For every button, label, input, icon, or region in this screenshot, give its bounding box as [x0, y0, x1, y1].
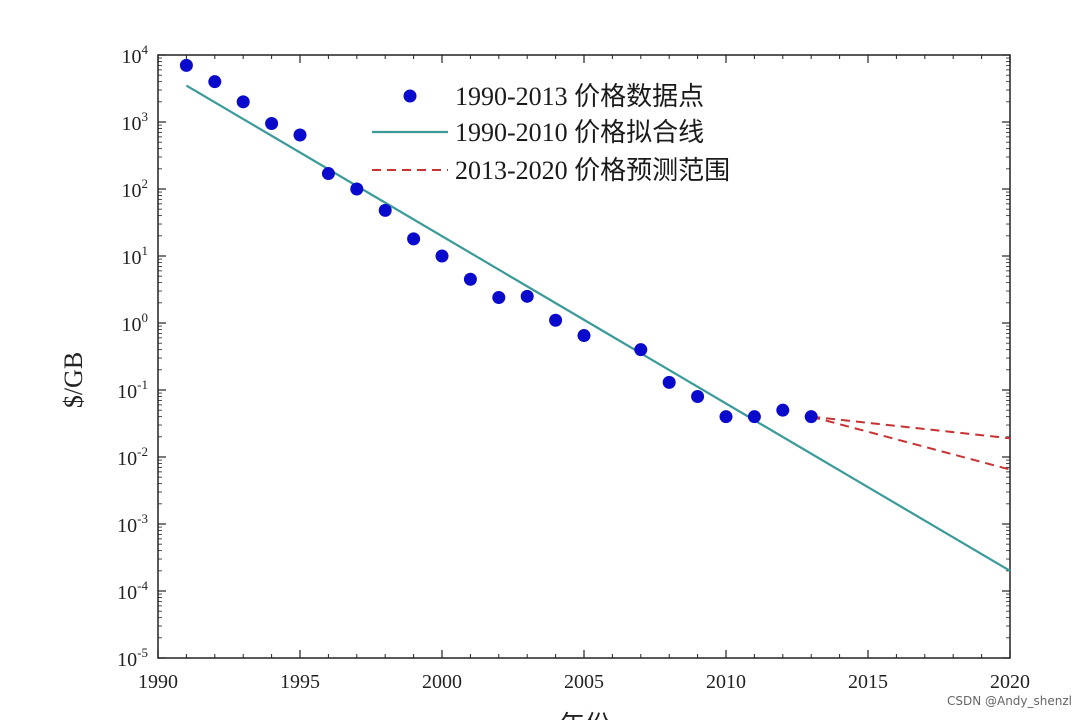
y-tick-label: 101	[122, 243, 149, 269]
data-point	[236, 95, 250, 109]
data-point	[804, 410, 818, 424]
data-point	[208, 75, 222, 89]
fit-line	[185, 84, 1011, 572]
legend-label-points: 1990-2013 价格数据点	[455, 82, 704, 111]
data-point	[407, 232, 421, 246]
data-point	[691, 389, 705, 403]
legend-marker-points	[403, 89, 417, 103]
x-tick-label: 2005	[564, 671, 604, 693]
data-point	[634, 343, 648, 357]
data-point	[719, 410, 733, 424]
legend-label-prediction: 2013-2020 价格预测范围	[455, 156, 730, 185]
data-point	[321, 167, 335, 181]
data-layer	[179, 58, 1011, 572]
y-tick-label: 104	[122, 42, 149, 68]
data-point	[378, 203, 392, 217]
y-tick-label: 10-2	[117, 444, 148, 470]
data-point	[293, 128, 307, 142]
data-point	[577, 329, 591, 343]
data-point	[350, 182, 364, 196]
data-point	[549, 313, 563, 327]
x-tick-label: 2015	[848, 671, 888, 693]
y-axis-title: $/GB	[59, 352, 88, 408]
y-tick-label: 10-5	[117, 645, 148, 671]
data-point	[776, 403, 790, 417]
y-tick-label: 10-1	[117, 377, 148, 403]
y-tick-label: 10-4	[117, 578, 148, 604]
data-point	[435, 249, 449, 263]
prediction-line-1	[811, 415, 1011, 440]
axes-layer: 1990 1995 2000 2005 2010 2015 2020 104 103 102 101…	[117, 42, 1030, 693]
data-point	[265, 116, 279, 130]
legend: 1990-2013 价格数据点 1990-2010 价格拟合线 2013-2020 …	[372, 82, 730, 185]
x-tick-label: 2000	[422, 671, 462, 693]
y-tick-label: 102	[122, 176, 149, 202]
x-tick-label: 1990	[138, 671, 178, 693]
x-tick-label: 2020	[990, 671, 1030, 693]
y-tick-label: 10-3	[117, 511, 148, 537]
legend-label-fit: 1990-2010 价格拟合线	[455, 118, 704, 147]
data-point	[662, 375, 676, 389]
watermark-text: CSDN @Andy_shenzl	[947, 694, 1072, 708]
y-tick-label: 103	[122, 109, 149, 135]
x-axis-title: 年份	[559, 711, 611, 720]
data-point	[179, 58, 193, 72]
data-point	[747, 410, 761, 424]
x-tick-label: 1995	[280, 671, 320, 693]
prediction-line-2	[810, 415, 1011, 471]
y-tick-label: 100	[122, 310, 149, 336]
data-point	[463, 272, 477, 286]
x-tick-label: 2010	[706, 671, 746, 693]
data-point	[520, 289, 534, 303]
data-point	[492, 291, 506, 305]
